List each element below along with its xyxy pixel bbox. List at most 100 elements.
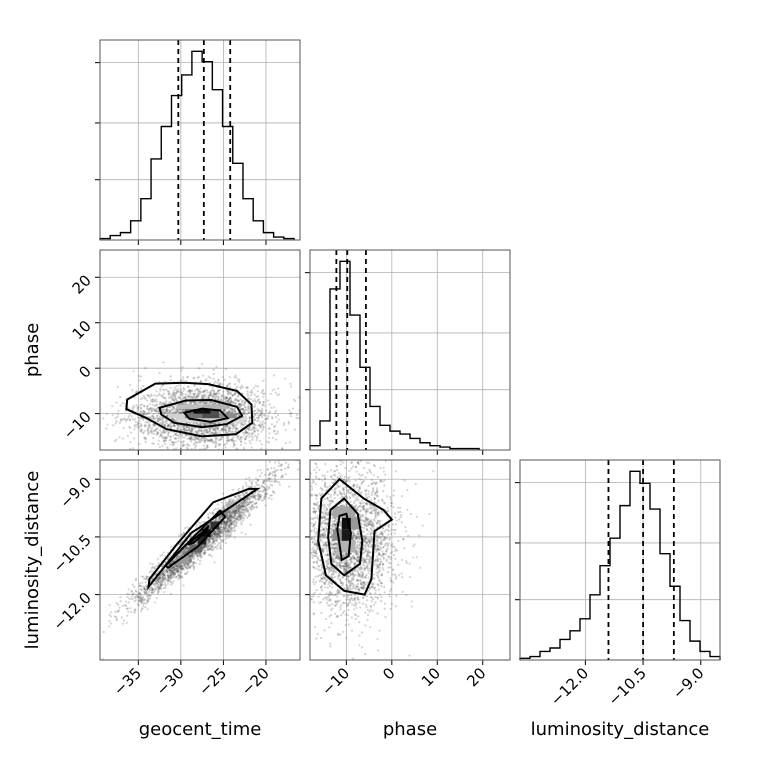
- sample-point: [224, 501, 227, 504]
- sample-point: [196, 541, 199, 544]
- sample-point: [177, 396, 181, 399]
- sample-point: [229, 393, 232, 396]
- sample-point: [207, 396, 211, 400]
- sample-point: [161, 421, 165, 424]
- sample-point: [236, 447, 239, 450]
- sample-point: [150, 591, 153, 595]
- sample-point: [147, 432, 150, 436]
- sample-point: [253, 418, 256, 422]
- sample-point: [211, 538, 214, 541]
- sample-point: [197, 430, 201, 433]
- sample-point: [241, 399, 244, 402]
- sample-point: [138, 419, 141, 422]
- sample-point: [158, 435, 161, 438]
- sample-point: [226, 520, 229, 523]
- sample-point: [212, 509, 216, 512]
- sample-point: [226, 503, 229, 507]
- sample-point: [187, 390, 191, 393]
- sample-point: [284, 377, 287, 380]
- sample-point: [262, 481, 265, 485]
- sample-point: [227, 398, 231, 401]
- sample-point: [217, 530, 220, 533]
- sample-point: [231, 394, 234, 397]
- sample-point: [194, 552, 197, 555]
- sample-point: [203, 552, 206, 555]
- sample-point: [109, 622, 113, 625]
- sample-point: [186, 567, 189, 570]
- sample-point: [183, 427, 186, 430]
- sample-point: [176, 410, 179, 413]
- sample-point: [162, 574, 165, 577]
- sample-point: [138, 582, 141, 585]
- sample-point: [126, 418, 130, 421]
- sample-point: [172, 391, 175, 394]
- sample-point: [190, 400, 193, 404]
- sample-point: [161, 388, 165, 391]
- sample-point: [248, 416, 251, 419]
- sample-point: [179, 390, 182, 394]
- sample-point: [243, 406, 247, 409]
- sample-point: [263, 496, 266, 499]
- sample-point: [266, 485, 269, 488]
- sample-point: [214, 401, 217, 405]
- sample-point: [195, 402, 198, 405]
- sample-point: [208, 537, 211, 541]
- sample-point: [163, 436, 166, 440]
- sample-point: [190, 402, 193, 406]
- sample-point: [216, 533, 219, 536]
- sample-point: [152, 591, 155, 594]
- sample-point: [284, 467, 287, 470]
- sample-point: [239, 425, 242, 428]
- sample-point: [193, 384, 196, 387]
- sample-point: [233, 519, 236, 523]
- sample-point: [204, 447, 207, 450]
- sample-point: [205, 402, 208, 405]
- sample-point: [127, 588, 130, 591]
- sample-point: [275, 480, 279, 483]
- sample-point: [259, 489, 262, 492]
- sample-point: [181, 433, 184, 437]
- sample-point: [212, 389, 215, 392]
- sample-point: [226, 390, 230, 394]
- sample-point: [248, 495, 251, 498]
- sample-point: [191, 430, 194, 433]
- sample-point: [133, 423, 137, 427]
- sample-point: [233, 443, 237, 447]
- sample-point: [143, 429, 146, 432]
- sample-point: [208, 393, 212, 396]
- sample-point: [199, 391, 202, 394]
- sample-point: [152, 582, 155, 585]
- sample-point: [171, 405, 174, 408]
- sample-point: [185, 433, 188, 437]
- sample-point: [227, 517, 230, 520]
- sample-point: [260, 430, 263, 433]
- sample-point: [225, 442, 228, 445]
- sample-point: [246, 392, 249, 395]
- sample-point: [175, 384, 178, 388]
- sample-point: [208, 430, 212, 434]
- sample-point: [271, 417, 274, 420]
- sample-point: [215, 539, 218, 542]
- sample-point: [163, 570, 166, 573]
- sample-point: [191, 396, 194, 399]
- sample-point: [147, 408, 150, 411]
- sample-point: [226, 519, 230, 522]
- sample-point: [222, 521, 225, 524]
- sample-point: [115, 420, 118, 423]
- sample-point: [174, 568, 178, 571]
- sample-point: [144, 397, 147, 400]
- sample-point: [134, 595, 137, 598]
- sample-point: [174, 569, 177, 572]
- sample-point: [174, 411, 177, 414]
- sample-point: [149, 416, 153, 420]
- sample-point: [268, 427, 272, 430]
- sample-point: [239, 443, 243, 446]
- sample-point: [221, 395, 224, 398]
- sample-point: [134, 577, 138, 580]
- sample-point: [288, 441, 291, 444]
- sample-point: [250, 505, 253, 508]
- sample-point: [160, 385, 163, 388]
- sample-point: [210, 533, 213, 537]
- sample-point: [195, 562, 198, 565]
- sample-point: [155, 427, 158, 430]
